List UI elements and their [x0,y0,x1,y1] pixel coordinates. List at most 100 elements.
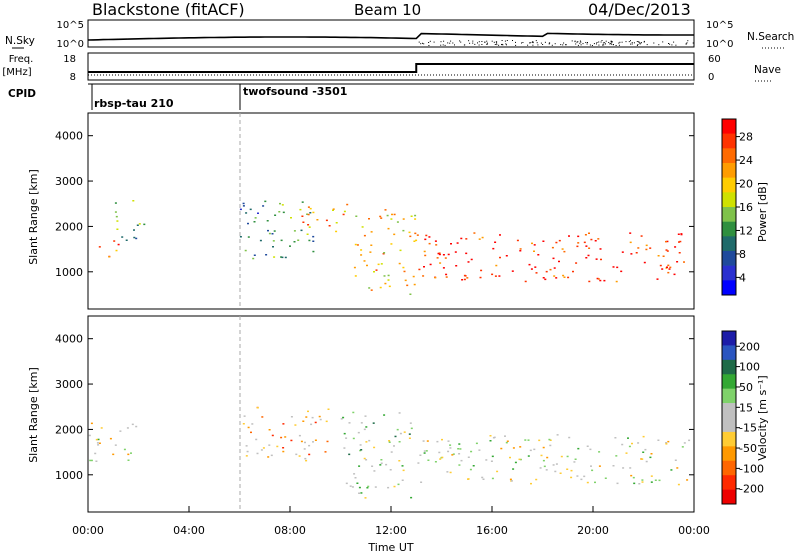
echo-cell [482,478,485,480]
nsearch-point [422,42,423,44]
nsearch-point [610,43,612,45]
nsearch-point [444,44,446,46]
echo-cell [251,423,254,425]
echo-cell [645,460,648,463]
nsearch-point [613,44,614,46]
freq-unit-label: [MHz] [2,67,31,78]
echo-cell [542,446,545,449]
echo-cell [650,453,653,455]
nsearch-point [611,41,613,42]
cpid-segment-1: rbsp-tau 210 [94,97,174,110]
echo-cell [599,279,602,282]
echo-cell [434,461,437,463]
echo-cell [98,442,101,444]
echo-cell [301,215,304,217]
echo-cell [481,236,484,239]
echo-cell [422,275,425,277]
colorbar-swatch [722,417,736,433]
nsearch-point [618,42,620,44]
echo-cell [491,273,494,276]
nsearch-point [602,42,604,44]
echo-cell [268,444,271,446]
nsearch-point [468,40,470,42]
echo-cell [570,469,573,472]
echo-cell [426,440,429,442]
echo-cell [303,448,306,450]
echo-cell [368,439,371,442]
nsearch-point [618,44,620,46]
echo-cell [621,251,624,253]
echo-cell [424,238,427,241]
echo-cell [429,263,432,266]
nsearch-point [619,41,621,43]
echo-cell [402,266,405,269]
echo-cell [438,451,441,454]
nsearch-point [608,42,610,43]
echo-cell [264,200,267,203]
x-tick-label: 00:00 [72,524,104,537]
nsearch-point [571,40,573,42]
echo-cell [131,423,134,426]
colorbar-swatch [722,475,736,490]
echo-cell [363,234,366,237]
echo-cell [549,268,552,271]
echo-cell [242,202,245,205]
echo-cell [494,241,497,243]
echo-cell [319,418,322,421]
nsearch-point [496,42,498,44]
nsearch-point [428,45,430,46]
nsearch-point [631,43,633,45]
echo-cell [470,258,473,261]
echo-cell [354,477,357,479]
echo-cell [393,213,396,216]
echo-cell [359,449,362,452]
echo-cell [390,243,393,245]
echo-cell [345,437,348,439]
nsearch-point [440,44,442,46]
echo-cell [384,282,387,285]
nsearch-point [673,41,675,43]
nsearch-point [548,43,550,45]
echo-cell [243,415,246,417]
echo-cell [463,278,466,281]
nsearch-point [493,41,495,43]
nsearch-point [505,43,507,45]
echo-cell [637,247,640,249]
echo-cell [437,252,440,255]
colorbar-tick-label: 15 [739,401,753,414]
nsearch-point [501,44,502,46]
echo-cell [375,269,378,271]
echo-cell [408,231,411,234]
echo-cell [635,252,638,254]
echo-cell [414,214,417,217]
colorbar-tick-label: 24 [739,154,753,167]
echo-cell [265,254,268,256]
echo-cell [123,448,126,451]
echo-cell [518,458,521,461]
nsearch-point [580,44,582,46]
freq-tick-bottom: 8 [70,72,76,83]
echo-cell [478,238,481,240]
echo-cell [479,276,482,279]
echo-cell [553,275,556,277]
echo-cell [298,455,301,457]
echo-cell [316,219,319,221]
echo-cell [312,240,315,242]
echo-cell [326,440,329,443]
echo-cell [409,293,412,295]
echo-cell [662,255,665,257]
echo-cell [408,433,411,435]
colorbar-swatch [722,431,736,447]
echo-cell [537,254,540,256]
echo-cell [354,243,357,246]
nsearch-point [531,41,533,43]
nsearch-point [610,40,612,42]
nsearch-point [481,44,483,45]
nsearch-point [472,42,474,44]
echo-cell [135,425,138,428]
echo-cell [509,456,511,459]
echo-cell [524,280,527,283]
nsearch-point [478,41,480,43]
nsearch-point [658,44,660,46]
